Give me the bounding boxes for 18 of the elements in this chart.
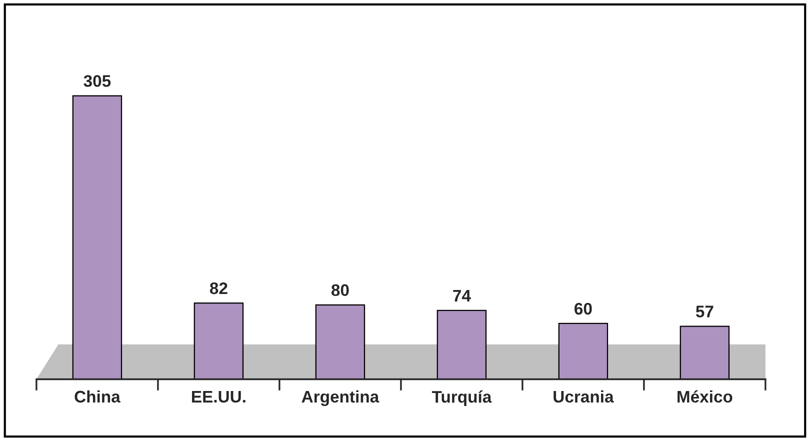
data-label: 74 xyxy=(453,290,471,302)
x-tick-label: México xyxy=(678,390,732,403)
bar xyxy=(194,302,244,380)
data-label: 57 xyxy=(696,306,714,318)
data-label: 305 xyxy=(84,75,111,87)
bar xyxy=(436,310,487,380)
x-tick-label: EE.UU. xyxy=(192,390,246,403)
x-tick-label: Argentina xyxy=(302,390,380,406)
x-tick-label: Ucrania xyxy=(554,390,614,403)
bar xyxy=(680,326,730,380)
x-tick-label: Turquía xyxy=(432,390,492,406)
bar xyxy=(315,304,366,380)
data-label: 80 xyxy=(331,284,349,296)
data-label: 60 xyxy=(574,302,592,315)
data-label: 82 xyxy=(210,282,228,294)
bar xyxy=(72,95,122,380)
bar xyxy=(558,322,608,380)
x-tick-label: China xyxy=(74,390,120,403)
